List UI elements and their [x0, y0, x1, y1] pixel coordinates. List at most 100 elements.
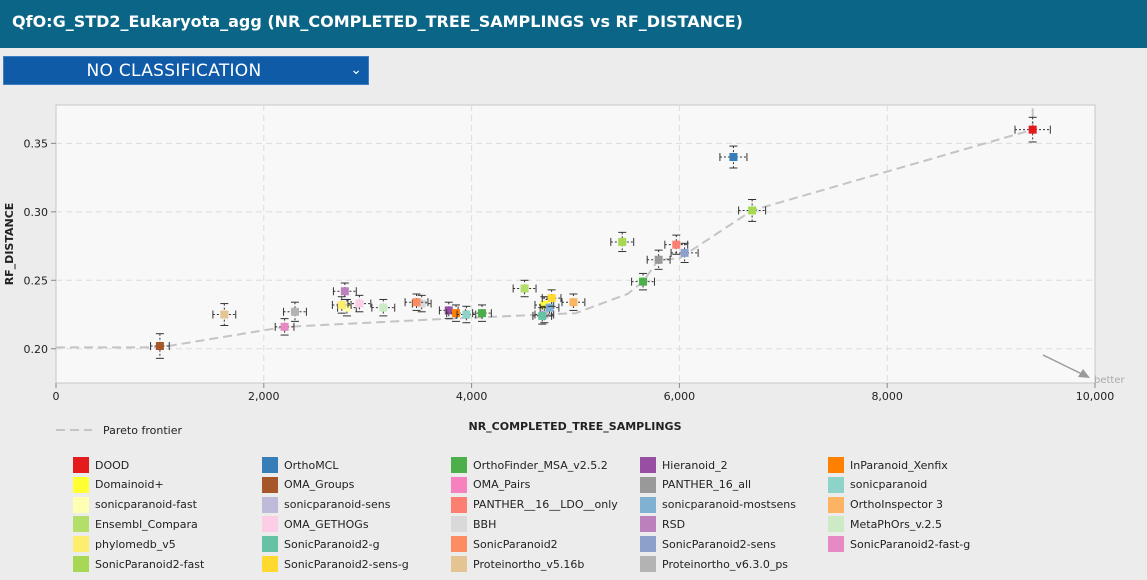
legend-label: phylomedb_v5	[95, 537, 176, 551]
point-marker	[444, 306, 453, 315]
legend-item[interactable]: SonicParanoid2	[451, 536, 558, 553]
point-marker	[618, 237, 627, 246]
data-point	[456, 305, 477, 324]
legend-item[interactable]: SonicParanoid2-sens	[640, 536, 776, 553]
legend-item[interactable]: SonicParanoid2-fast-g	[828, 536, 971, 553]
data-point	[150, 333, 170, 359]
legend-swatch	[828, 516, 844, 533]
legend-item[interactable]: Hieranoid_2	[640, 457, 728, 473]
better-arrow-head	[1078, 369, 1090, 378]
legend-item[interactable]: InParanoid_Xenfix	[828, 457, 948, 473]
legend-label: OrthoMCL	[284, 458, 339, 472]
data-point	[512, 279, 537, 298]
legend-item[interactable]: OrthoInspector 3	[828, 496, 944, 513]
legend-item[interactable]: PANTHER__16__LDO__only	[451, 496, 618, 513]
legend-label: SonicParanoid2-fast-g	[850, 537, 971, 551]
chevron-down-icon: ⌄	[350, 62, 362, 78]
data-point	[561, 293, 586, 311]
legend-swatch	[73, 556, 89, 572]
point-marker	[337, 300, 346, 309]
point-marker	[220, 310, 229, 319]
legend-item[interactable]: phylomedb_v5	[73, 536, 176, 553]
data-points	[150, 116, 1051, 359]
legend-item[interactable]: OMA_Groups	[262, 476, 354, 493]
point-marker	[340, 287, 349, 296]
legend-label: OMA_GETHOGs	[284, 517, 369, 531]
legend-swatch	[262, 496, 278, 513]
legend-label: OMA_Pairs	[473, 478, 531, 492]
x-tick-label: 2,000	[248, 390, 280, 403]
point-marker	[452, 309, 461, 318]
legend-label: PANTHER_16_all	[662, 478, 752, 492]
legend-swatch	[73, 476, 89, 493]
legend-swatch	[451, 516, 467, 533]
data-point	[371, 298, 396, 317]
legend-item[interactable]: sonicparanoid-fast	[73, 496, 197, 513]
classification-selected-value: NO CLASSIFICATION	[86, 61, 262, 81]
legend-swatch	[451, 536, 467, 553]
point-marker	[729, 153, 738, 162]
legend-label: SonicParanoid2-sens	[662, 537, 776, 551]
legend-item[interactable]: DOOD	[73, 457, 129, 473]
legend-item[interactable]: Proteinortho_v6.3.0_ps	[640, 556, 788, 572]
data-point	[472, 304, 492, 322]
legend-label: OrthoInspector 3	[850, 498, 944, 512]
legend-swatch	[640, 536, 656, 553]
legend-item[interactable]: sonicparanoid-mostsens	[640, 496, 796, 513]
better-arrow	[1042, 354, 1087, 377]
legend-swatch	[451, 496, 467, 513]
legend-swatch	[451, 476, 467, 493]
legend-swatch	[828, 457, 844, 473]
legend-item[interactable]: OrthoMCL	[262, 457, 339, 473]
legend-item[interactable]: Ensembl_Compara	[73, 516, 198, 533]
data-point	[411, 294, 432, 313]
legend-item[interactable]: OMA_Pairs	[451, 476, 531, 493]
legend-label: RSD	[662, 517, 686, 531]
point-marker	[379, 303, 388, 312]
legend-item[interactable]: sonicparanoid	[828, 476, 928, 493]
y-tick-label: 0.30	[24, 206, 49, 219]
legend-swatch	[828, 536, 844, 553]
legend-item[interactable]: Proteinortho_v5.16b	[451, 556, 584, 572]
legend-label: DOOD	[95, 458, 130, 472]
x-axis-label: NR_COMPLETED_TREE_SAMPLINGS	[469, 420, 682, 433]
x-tick-label: 0	[53, 390, 60, 403]
legend-item[interactable]: MetaPhOrs_v.2.5	[828, 516, 942, 533]
legend-label: sonicparanoid-sens	[284, 498, 391, 512]
legend-label: SonicParanoid2	[473, 537, 558, 551]
point-marker	[748, 206, 757, 215]
plot-area	[55, 104, 1096, 384]
legend-label: Proteinortho_v5.16b	[473, 557, 585, 571]
legend-item[interactable]: Domainoid+	[73, 476, 164, 493]
point-marker	[462, 310, 471, 319]
x-axis: 0 2,000 4,000 6,000 8,000 10,000	[53, 383, 1115, 403]
pareto-legend-label: Pareto frontier	[103, 424, 182, 437]
legend-item[interactable]: OrthoFinder_MSA_v2.5.2	[451, 457, 608, 473]
x-tick-label: 4,000	[456, 390, 488, 403]
legend-item[interactable]: OMA_GETHOGs	[262, 516, 369, 533]
legend-item[interactable]: SonicParanoid2-fast	[73, 556, 204, 572]
data-point	[331, 296, 352, 314]
legend-item[interactable]: RSD	[640, 516, 686, 533]
legend-swatch	[262, 556, 278, 572]
legend-swatch	[262, 457, 278, 473]
x-tick-label: 10,000	[1076, 390, 1115, 403]
classification-select[interactable]: NO CLASSIFICATION ⌄	[3, 56, 369, 85]
legend-item[interactable]: PANTHER_16_all	[640, 476, 752, 493]
data-point	[532, 307, 553, 325]
y-tick-label: 0.25	[24, 274, 49, 287]
data-point	[404, 293, 429, 311]
point-marker	[417, 299, 426, 308]
legend-item[interactable]: BBH	[451, 516, 496, 533]
legend-label: MetaPhOrs_v.2.5	[850, 517, 942, 531]
legend-swatch	[73, 536, 89, 553]
legend-label: sonicparanoid	[850, 478, 928, 492]
point-marker	[342, 303, 351, 312]
legend-item[interactable]: sonicparanoid-sens	[262, 496, 391, 513]
point-marker	[155, 342, 164, 351]
point-marker	[280, 322, 289, 331]
legend-swatch	[73, 496, 89, 513]
legend-item[interactable]: SonicParanoid2-sens-g	[262, 556, 409, 572]
legend-item[interactable]: SonicParanoid2-g	[262, 536, 380, 553]
legend-swatch	[640, 556, 656, 572]
